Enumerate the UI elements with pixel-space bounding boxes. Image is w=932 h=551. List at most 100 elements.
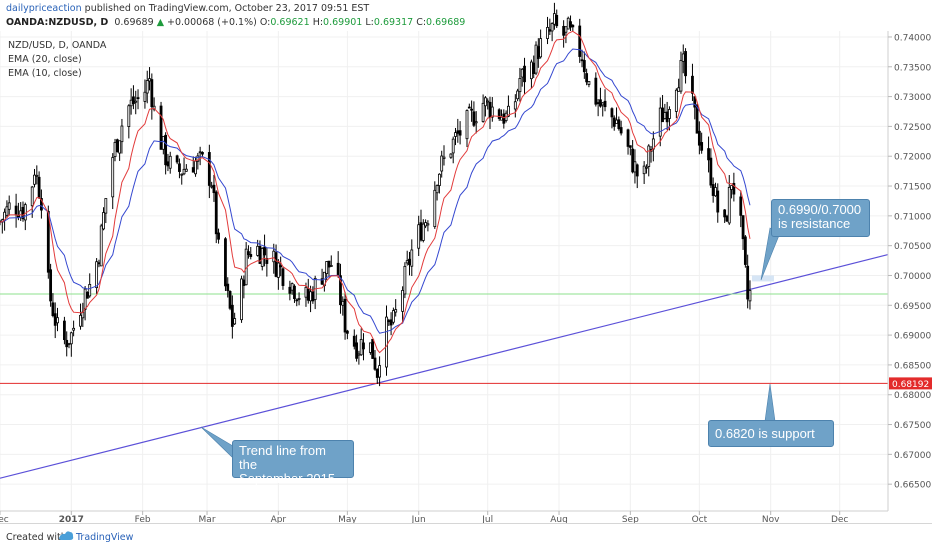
candle-down — [582, 60, 586, 73]
candle-down — [626, 129, 630, 147]
candle-down — [596, 102, 600, 104]
x-tick-label: Jun — [411, 515, 426, 523]
candle-down — [741, 215, 745, 240]
footer: Created with TradingView — [0, 523, 932, 551]
price-chart[interactable]: 0.66500 0.67000 0.67500 0.68000 0.68500 0.690… — [0, 0, 932, 523]
candle-up — [95, 261, 99, 289]
low-label: L: — [365, 17, 374, 28]
candle-up — [111, 157, 115, 198]
legend-ema10: EMA (10, close) — [8, 68, 82, 79]
candle-up — [587, 81, 591, 85]
candle-up — [484, 97, 487, 107]
candle-up — [79, 314, 82, 327]
candle-down — [228, 291, 232, 309]
candle-up — [152, 105, 156, 110]
candle-up — [435, 185, 439, 194]
author-link[interactable]: dailypriceaction — [6, 3, 82, 14]
candle-down — [700, 142, 704, 151]
candle-up — [134, 100, 138, 103]
candle-up — [182, 168, 186, 175]
ohlc-line: OANDA:NZDUSD, D 0.69689 ▲ +0.00068 (+0.1… — [6, 17, 465, 28]
candle-up — [102, 212, 105, 230]
candle-up — [437, 173, 441, 186]
candle-down — [166, 161, 170, 167]
candle-down — [716, 190, 720, 213]
candle-down — [40, 198, 43, 211]
candle-up — [359, 339, 363, 356]
candle-down — [732, 182, 736, 195]
candle-down — [164, 134, 168, 166]
resistance-callout-line1: 0.6990/0.7000 — [778, 202, 862, 217]
candle-down — [249, 254, 253, 257]
candle-up — [143, 91, 147, 102]
candle-up — [642, 165, 646, 175]
candle-up — [481, 102, 485, 122]
chart-header: dailypriceaction published on TradingVie… — [0, 0, 932, 30]
candle-down — [693, 96, 697, 108]
trend-line-layer — [0, 254, 889, 479]
candle-down — [132, 96, 135, 105]
legend-ema20: EMA (20, close) — [8, 54, 82, 65]
candle-up — [474, 121, 478, 124]
candle-down — [631, 148, 635, 173]
ema20-line — [0, 48, 751, 334]
candle-up — [454, 132, 457, 137]
candle-up — [658, 107, 662, 137]
candle-up — [405, 260, 409, 264]
candle-up — [378, 365, 381, 378]
price-axis[interactable]: 0.66500 0.67000 0.67500 0.68000 0.68500 0.690… — [888, 33, 931, 491]
publish-line: dailypriceaction published on TradingVie… — [6, 3, 369, 14]
candle-up — [30, 186, 34, 207]
candle-down — [746, 265, 750, 300]
candle-down — [375, 369, 379, 378]
time-axis[interactable]: Dec 2017 Feb Mar Apr May Jun Jul Aug Sep Oct Nov Dec — [0, 511, 848, 523]
chart-legend: NZD/USD, D, OANDA EMA (20, close) EMA (1… — [8, 40, 107, 79]
candle-up — [530, 61, 533, 80]
y-tick-label: 0.66500 — [894, 481, 931, 491]
candle-down — [97, 262, 101, 265]
candle-up — [391, 310, 395, 323]
candle-down — [562, 25, 566, 36]
candle-down — [352, 335, 356, 347]
y-tick-label: 0.68000 — [894, 391, 931, 401]
candle-down — [65, 339, 69, 348]
ema-layer — [0, 30, 751, 354]
candle-up — [290, 283, 294, 291]
candle-down — [569, 21, 572, 28]
candle-up — [240, 278, 243, 321]
low-value: 0.69317 — [373, 17, 414, 28]
candle-down — [362, 342, 365, 350]
candle-down — [53, 313, 57, 326]
candle-up — [668, 109, 671, 119]
x-tick-label: Nov — [762, 515, 780, 523]
candle-down — [387, 320, 391, 323]
candle-up — [539, 38, 543, 58]
candle-down — [555, 14, 559, 27]
candle-down — [419, 222, 423, 241]
trend-callout: Trend line from the September 2015 low — [232, 440, 354, 500]
candle-down — [684, 51, 687, 77]
candle-down — [571, 24, 575, 28]
candle-up — [518, 78, 522, 93]
tradingview-logo-icon[interactable] — [58, 529, 74, 546]
y-tick-label: 0.70000 — [894, 272, 931, 282]
candle-up — [615, 119, 618, 124]
candle-down — [115, 139, 119, 153]
candle-up — [647, 145, 651, 167]
support-price-tag — [889, 377, 932, 390]
candle-up — [534, 44, 538, 74]
y-tick-label: 0.74000 — [894, 33, 931, 43]
candle-up — [727, 186, 731, 224]
tradingview-brand[interactable]: TradingView — [76, 532, 134, 543]
x-tick-label: Oct — [692, 515, 708, 523]
candle-down — [355, 342, 358, 359]
y-tick-label: 0.71000 — [894, 212, 931, 222]
candle-down — [709, 157, 713, 186]
candle-down — [226, 283, 230, 291]
candle-down — [599, 99, 602, 107]
candle-up — [113, 142, 117, 157]
candle-down — [456, 130, 460, 134]
close-value: 0.69689 — [426, 17, 466, 28]
candle-up — [88, 284, 92, 297]
candle-down — [711, 184, 715, 196]
